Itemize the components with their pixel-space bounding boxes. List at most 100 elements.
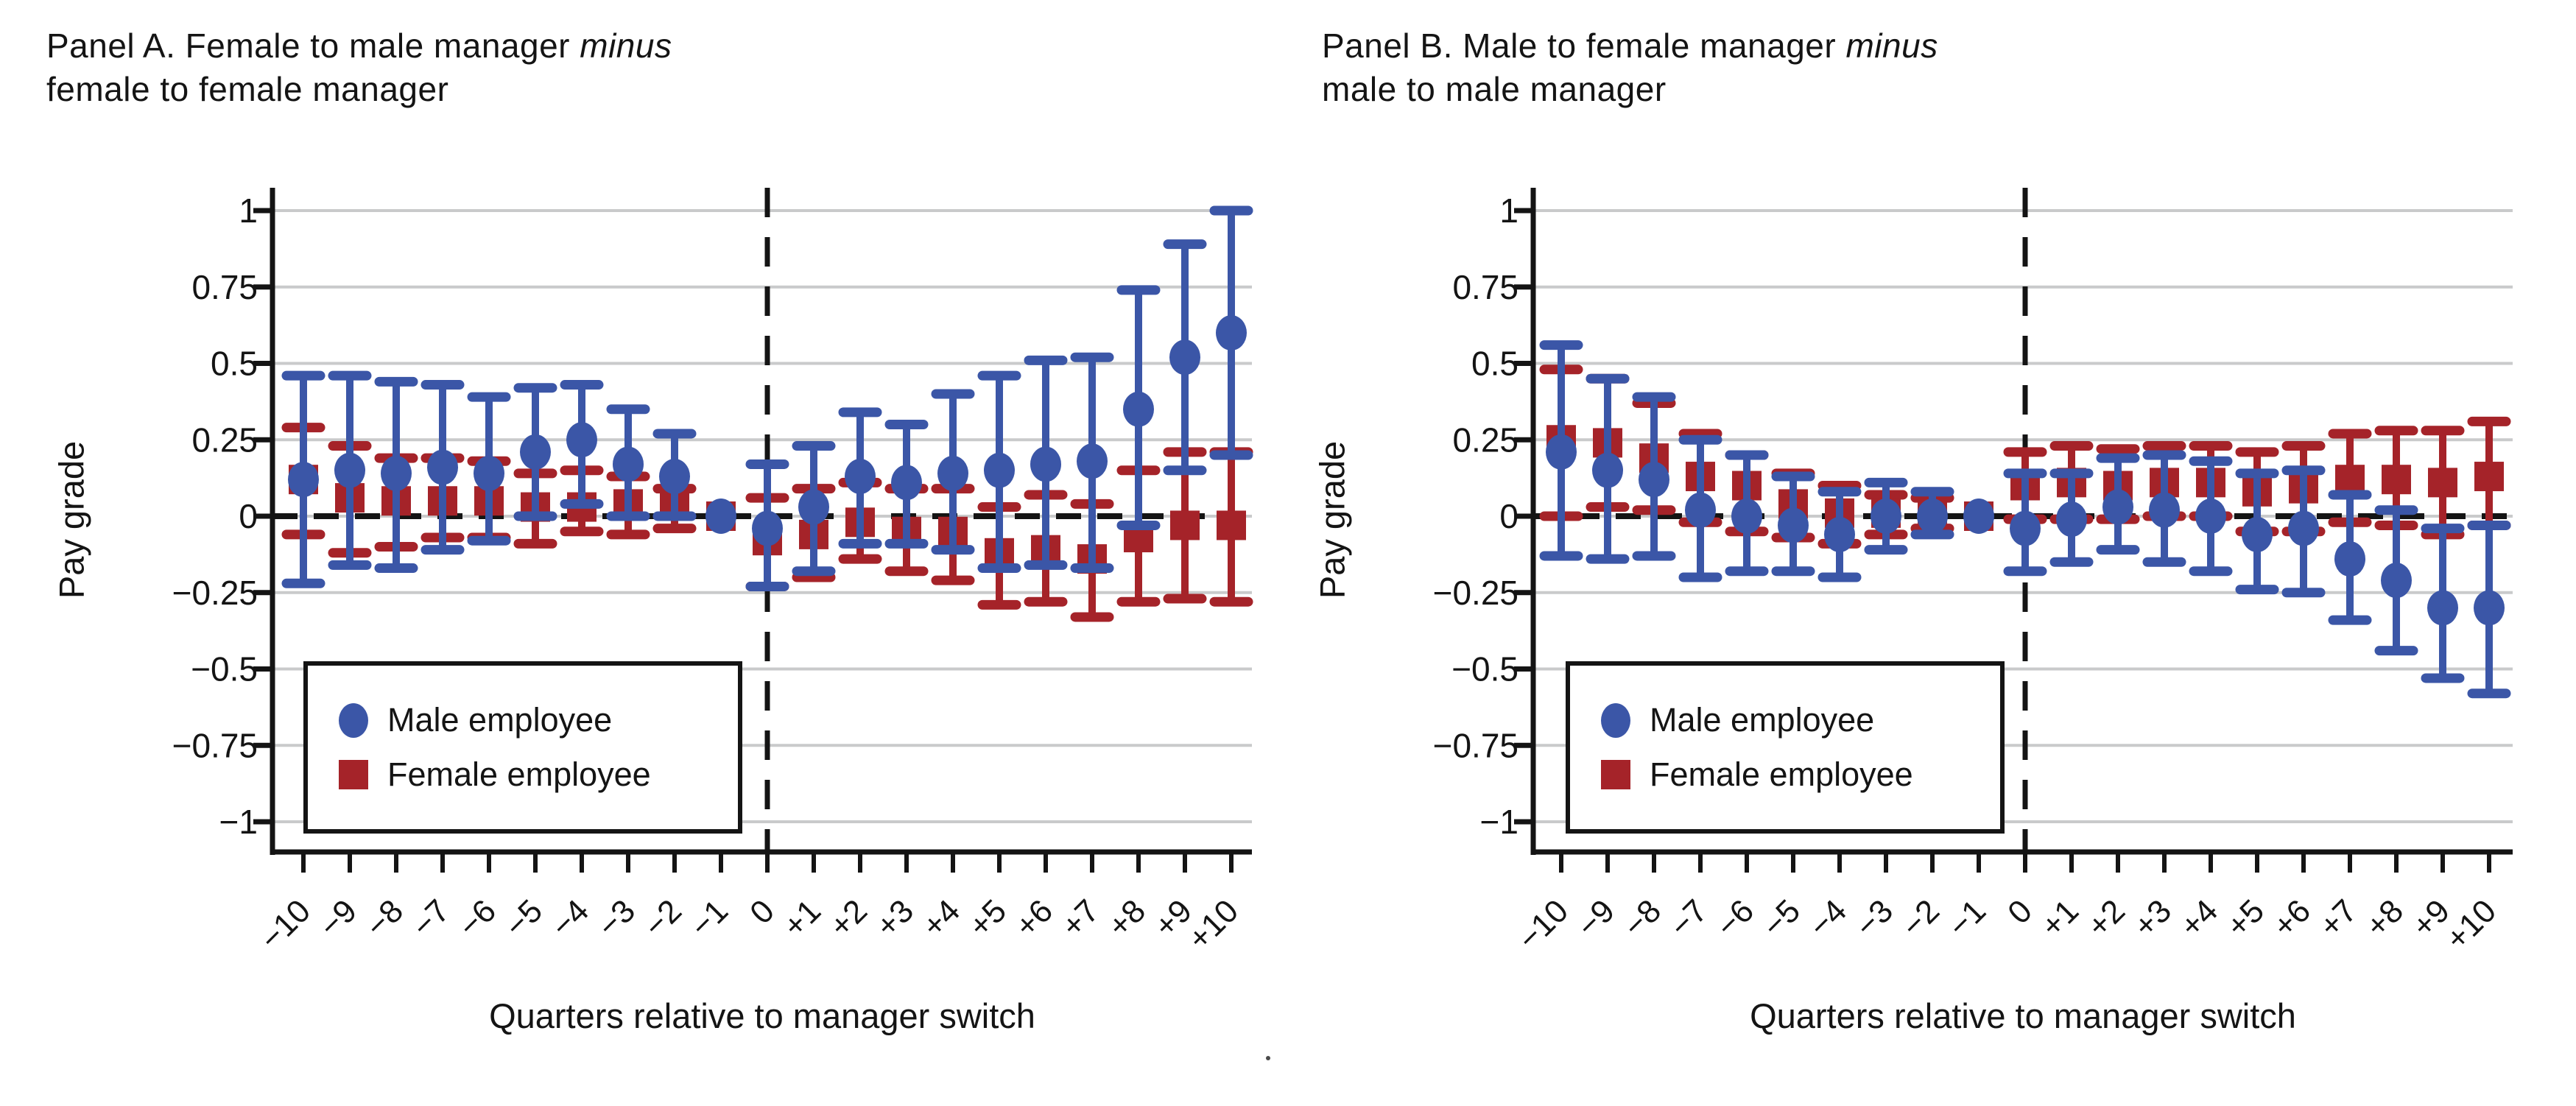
x-tick-label: −8 (1616, 892, 1668, 944)
x-tick-label: +2 (823, 892, 874, 944)
x-tick-label: −7 (405, 892, 457, 944)
male-point (1546, 434, 1577, 470)
x-tick-label: +7 (1055, 892, 1106, 944)
male-point (288, 462, 319, 498)
y-tick-label: 0.5 (1471, 345, 1518, 383)
y-tick-label: 1 (1499, 191, 1518, 230)
female-point (1170, 510, 1200, 540)
male-point (381, 455, 412, 491)
x-tick-label: −8 (359, 892, 410, 944)
legend-label-male: Male employee (387, 701, 613, 739)
x-tick-label: −1 (1941, 892, 1993, 944)
male-point (752, 510, 783, 546)
y-tick-label: 1 (239, 191, 258, 230)
legend-label-female: Female employee (387, 755, 651, 793)
panel-a-title-line1: Panel A. Female to male manager minus (46, 27, 672, 65)
y-tick-label: −0.5 (191, 650, 258, 688)
legend-row-female: Female employee (1601, 755, 2000, 794)
male-employee-marker-icon (1601, 702, 1630, 738)
panel-b-legend: Male employee Female employee (1566, 661, 2005, 834)
stray-dot (1266, 1056, 1270, 1060)
x-tick-label: 0 (2001, 892, 2039, 931)
male-point (520, 434, 551, 470)
male-point (1592, 452, 1623, 488)
x-tick-label: −6 (1709, 892, 1761, 944)
male-point (2242, 516, 2273, 552)
x-tick-label: −9 (1570, 892, 1622, 944)
x-tick-label: +6 (2266, 892, 2318, 944)
x-tick-label: +6 (1008, 892, 1060, 944)
male-point (2056, 501, 2087, 538)
y-tick-label: −1 (1480, 803, 1518, 841)
y-tick-label: 0.75 (191, 268, 258, 306)
x-tick-label: −10 (1511, 892, 1575, 957)
y-tick-label: −0.25 (172, 574, 258, 612)
male-point (2149, 492, 2180, 528)
panel-b-title: Panel B. Male to female manager minus ma… (1322, 24, 1938, 111)
male-point (2381, 563, 2412, 599)
y-tick-label: −0.5 (1451, 650, 1518, 688)
male-employee-marker-icon (339, 702, 368, 738)
x-tick-label: +7 (2312, 892, 2364, 944)
male-point (891, 465, 922, 501)
male-point (1216, 315, 1247, 351)
panel-b-title-line2: male to male manager (1322, 70, 1667, 108)
panel-a-legend: Male employee Female employee (303, 661, 742, 834)
female-point (1217, 510, 1246, 540)
panel-a-xlabel: Quarters relative to manager switch (489, 996, 1035, 1035)
male-point (566, 422, 597, 458)
x-tick-label: +4 (2173, 892, 2225, 944)
y-tick-label: 0.5 (211, 345, 258, 383)
male-point (2010, 510, 2041, 546)
y-tick-label: 0.75 (1452, 268, 1518, 306)
x-tick-label: +1 (2034, 892, 2086, 944)
x-tick-label: +5 (2220, 892, 2271, 944)
male-point (2474, 590, 2505, 626)
male-point (2288, 510, 2319, 546)
panel-b-ylabel: Pay grade (1312, 440, 1352, 599)
panel-a-title-line2: female to female manager (46, 70, 449, 108)
x-tick-label: −4 (1802, 892, 1854, 944)
y-tick-label: −0.25 (1433, 574, 1518, 612)
x-tick-label: −2 (1895, 892, 1946, 944)
male-point (1963, 499, 1994, 534)
panel-b-xlabel: Quarters relative to manager switch (1750, 996, 2296, 1035)
female-point (2335, 465, 2365, 495)
male-point (1685, 492, 1716, 528)
legend-row-male: Male employee (339, 701, 738, 739)
y-tick-label: 0 (239, 497, 258, 535)
female-employee-marker-icon (339, 760, 368, 789)
panel-a-title-italic: minus (580, 27, 672, 65)
x-tick-label: +8 (2359, 892, 2410, 944)
legend-label-male: Male employee (1650, 701, 1875, 739)
x-tick-label: −10 (253, 892, 317, 957)
female-point (2382, 465, 2411, 495)
male-point (1917, 499, 1948, 534)
male-point (613, 446, 644, 482)
x-tick-label: −7 (1663, 892, 1714, 944)
x-tick-label: −1 (683, 892, 735, 944)
male-point (334, 452, 365, 488)
male-point (705, 499, 736, 534)
x-tick-label: −9 (312, 892, 364, 944)
legend-row-male: Male employee (1601, 701, 2000, 739)
panel-b-title-line1: Panel B. Male to female manager minus (1322, 27, 1938, 65)
x-tick-label: +10 (2439, 892, 2503, 957)
x-tick-label: +4 (915, 892, 967, 944)
x-tick-label: −2 (637, 892, 689, 944)
x-tick-label: +2 (2080, 892, 2132, 944)
y-tick-label: −0.75 (172, 726, 258, 764)
x-tick-label: −3 (1848, 892, 1900, 944)
male-point (798, 489, 829, 525)
male-point (1778, 507, 1809, 543)
female-employee-marker-icon (1601, 760, 1630, 789)
panel-b-title-italic: minus (1845, 27, 1938, 65)
panel-a-ylabel: Pay grade (52, 440, 91, 599)
female-point (2474, 462, 2504, 492)
y-tick-label: 0.25 (191, 420, 258, 459)
x-tick-label: −4 (544, 892, 596, 944)
male-point (1077, 443, 1108, 479)
male-point (1871, 499, 1901, 534)
x-tick-label: +8 (1101, 892, 1152, 944)
